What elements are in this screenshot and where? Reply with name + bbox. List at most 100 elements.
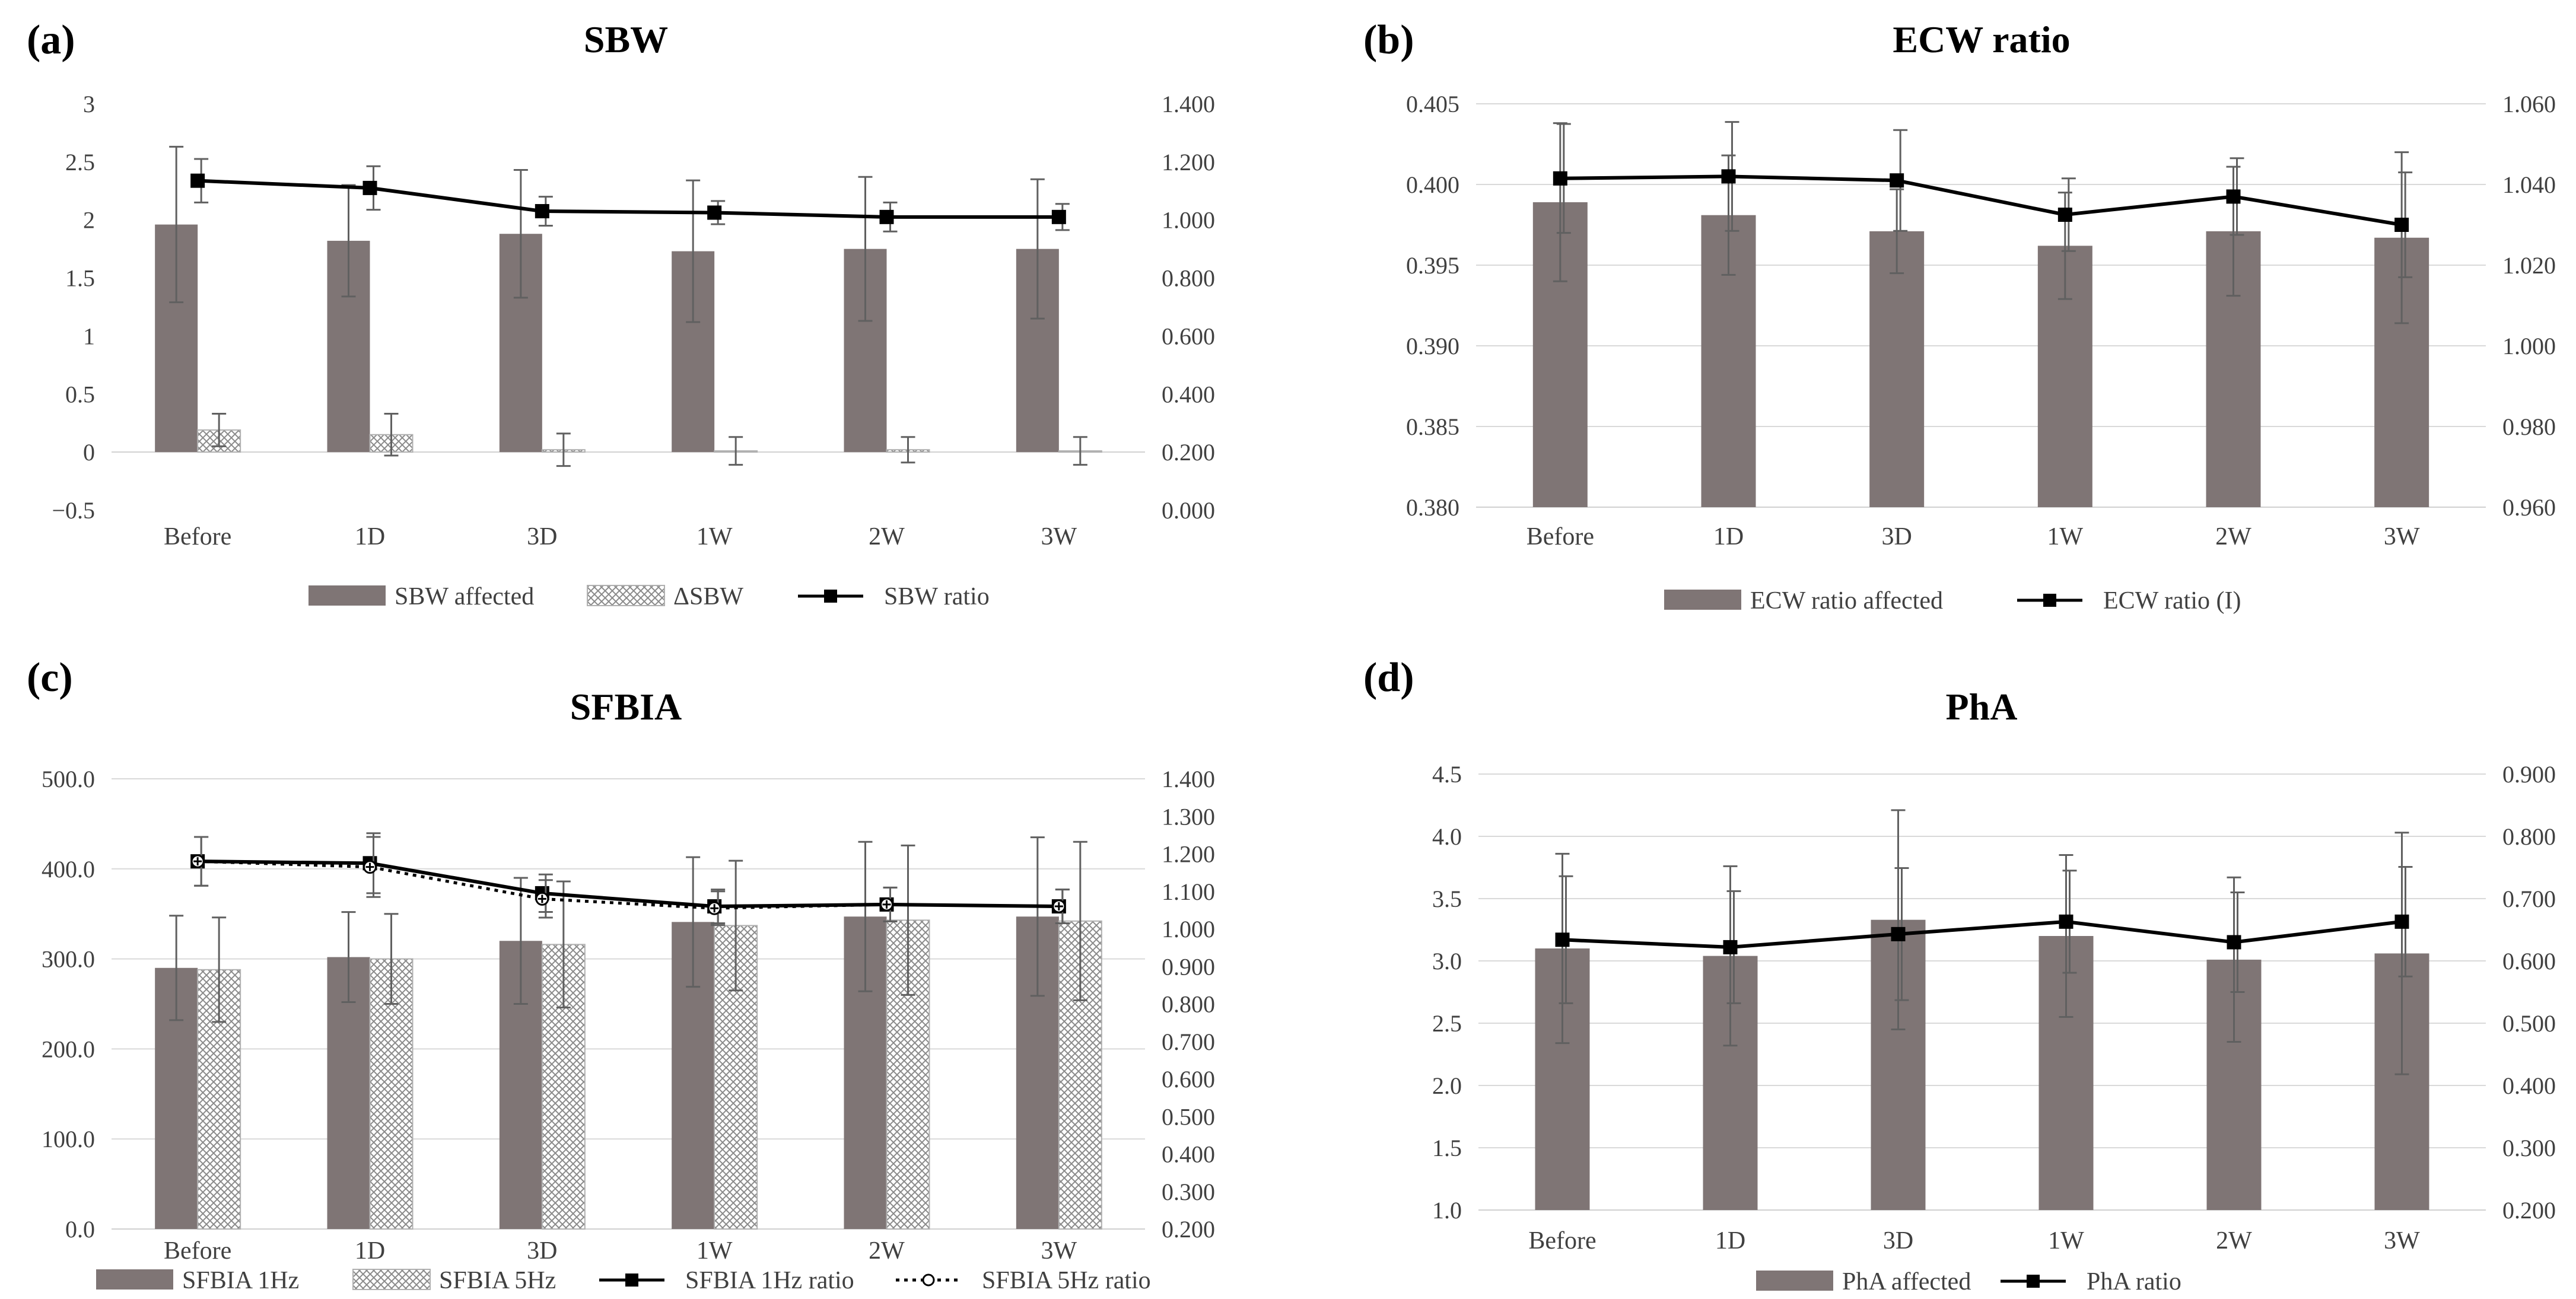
y-tick-label: 2.0 <box>1432 1072 1462 1099</box>
y-tick-label: 2.5 <box>1432 1010 1462 1037</box>
legend-label: ECW ratio (I) <box>2103 587 2241 615</box>
legend-label: PhA ratio <box>2087 1268 2181 1295</box>
y-tick-label: 0.390 <box>1406 333 1459 359</box>
line-marker <box>1721 169 1736 184</box>
x-tick-label: 1D <box>355 523 385 550</box>
legend-marker <box>824 590 837 603</box>
legend-label: PhA affected <box>1842 1268 1971 1295</box>
legend-item: ΔSBW <box>587 583 743 610</box>
legend-swatch <box>352 1269 431 1290</box>
x-tick-label: 3D <box>1883 1227 1913 1255</box>
y-tick-label: 0.380 <box>1406 494 1459 521</box>
y2-tick-label: 1.000 <box>1162 207 1215 234</box>
x-tick-label: 2W <box>869 1237 905 1265</box>
legend-item: PhA ratio <box>2001 1268 2181 1295</box>
line-marker <box>1553 171 1567 186</box>
y2-tick-label: 0.960 <box>2502 494 2556 521</box>
y-tick-label: 0.405 <box>1406 91 1459 117</box>
panel-a: (a) SBW 3 2.5 2 1.5 1 0.5 0 −0.5 1.400 1.200 1.000 0.… <box>27 17 1215 610</box>
x-tick-label: 2W <box>2216 1227 2252 1255</box>
y-tick-label: 200.0 <box>42 1036 95 1062</box>
line-marker <box>2226 189 2241 204</box>
y-tick-label: 4.0 <box>1432 823 1462 850</box>
y-tick-label: 4.5 <box>1432 761 1462 788</box>
legend-marker <box>2043 594 2056 607</box>
panel-c: (c) SFBIA 500.0 400.0 300.0 200.0 100.0 0.0 1.40… <box>27 655 1215 1294</box>
line-marker <box>879 209 894 224</box>
legend-marker <box>922 1273 935 1287</box>
y-tick-label: 0.395 <box>1406 252 1459 279</box>
legend-swatch <box>587 585 665 606</box>
x-tick-label: 1D <box>355 1237 385 1265</box>
y-tick-label: 400.0 <box>42 856 95 883</box>
x-tick-label: Before <box>164 523 231 550</box>
legend-item: SFBIA 5Hz <box>352 1267 556 1294</box>
panel-d: (d) PhA 4.5 4.0 3.5 3.0 2.5 2.0 1.5 1.0 0.900 0.800… <box>1363 655 2556 1295</box>
legend-label: SFBIA 5Hz <box>439 1267 556 1294</box>
x-tick-label: 2W <box>2215 523 2251 550</box>
bar-ecw-ratio-affected <box>1869 231 1925 507</box>
y2-tick-label: 0.600 <box>2502 948 2556 975</box>
line-marker <box>535 204 549 219</box>
legend-item: SFBIA 5Hz ratio <box>896 1267 1151 1294</box>
y2-tick-label: 0.500 <box>1162 1103 1215 1130</box>
legend-marker <box>625 1273 638 1287</box>
y-tick-label: 2 <box>83 207 95 234</box>
y-tick-label: 1 <box>83 323 95 349</box>
y2-tick-label: 0.200 <box>1162 439 1215 466</box>
y2-tick-label: 0.300 <box>1162 1179 1215 1205</box>
y2-tick-label: 0.400 <box>2502 1072 2556 1099</box>
y2-tick-label: 0.900 <box>1162 953 1215 980</box>
series-line-sfbia-5hz-ratio <box>198 859 1059 910</box>
line-marker <box>2394 914 2409 929</box>
x-tick-label: 3W <box>1041 1237 1077 1265</box>
legend-label: SFBIA 1Hz ratio <box>685 1267 854 1294</box>
legend-swatch <box>309 585 386 606</box>
y2-tick-label: 0.700 <box>2502 886 2556 912</box>
panel-label: (b) <box>1363 17 1414 63</box>
legend-label: SBW affected <box>395 583 534 610</box>
y2-tick-label: 0.980 <box>2502 413 2556 440</box>
legend-label: SFBIA 1Hz <box>182 1267 299 1294</box>
y2-tick-label: 1.400 <box>1162 766 1215 792</box>
y2-tick-label: 1.060 <box>2502 91 2556 117</box>
panel-label: (c) <box>27 655 73 701</box>
line-marker <box>2227 935 2241 950</box>
y-tick-label: 0 <box>83 439 95 466</box>
y2-tick-label: 0.200 <box>1162 1216 1215 1243</box>
line-marker-cross <box>365 862 374 871</box>
line-marker <box>1555 932 1570 947</box>
bar-sfbia-5hz <box>369 958 414 1230</box>
y2-tick-label: 0.900 <box>2502 761 2556 788</box>
y2-tick-label: 1.300 <box>1162 803 1215 830</box>
y2-tick-label: 1.020 <box>2502 252 2556 279</box>
y2-tick-label: 0.800 <box>1162 265 1215 292</box>
line-marker-cross <box>538 894 546 903</box>
line-marker-cross <box>882 900 891 909</box>
y-tick-label: 1.5 <box>1432 1135 1462 1161</box>
y2-tick-label: 1.100 <box>1162 878 1215 905</box>
chart-title: SFBIA <box>570 686 682 728</box>
line-marker-cross <box>710 904 719 913</box>
line-marker <box>1890 173 1904 188</box>
y-tick-label: −0.5 <box>52 497 95 524</box>
legend-marker <box>2027 1275 2040 1288</box>
panel-b: (b) ECW ratio 0.405 0.400 0.395 0.390 0.385 0.3… <box>1363 17 2556 615</box>
y-tick-label: 1.5 <box>65 265 95 292</box>
y2-tick-label: 0.700 <box>1162 1029 1215 1055</box>
legend-item: PhA affected <box>1756 1268 1971 1295</box>
x-tick-label: 1D <box>1713 523 1744 550</box>
line-marker <box>707 205 722 220</box>
legend-swatch <box>96 1269 173 1290</box>
panel-label: (d) <box>1363 655 1414 701</box>
chart-title: ECW ratio <box>1893 18 2070 61</box>
line-marker <box>1051 209 1066 224</box>
series-line-sfbia-1hz-ratio <box>198 859 1059 909</box>
line-marker <box>190 173 205 188</box>
line-marker-cross <box>193 857 202 866</box>
x-tick-label: 3D <box>527 523 557 550</box>
y2-tick-label: 1.400 <box>1162 91 1215 117</box>
x-tick-label: 3W <box>2384 523 2420 550</box>
x-tick-label: Before <box>164 1237 231 1265</box>
